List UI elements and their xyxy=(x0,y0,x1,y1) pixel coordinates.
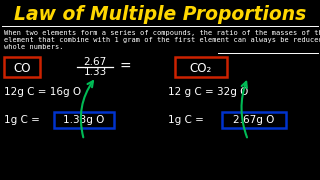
Text: 1.33g O: 1.33g O xyxy=(63,115,105,125)
Text: 12 g C = 32g O: 12 g C = 32g O xyxy=(168,87,248,97)
Text: 2.67g O: 2.67g O xyxy=(233,115,275,125)
Text: element that combine with 1 gram of the first element can always be reduced to s: element that combine with 1 gram of the … xyxy=(4,37,320,43)
Text: Law of Multiple Proportions: Law of Multiple Proportions xyxy=(14,4,306,24)
Text: 1g C =: 1g C = xyxy=(4,115,40,125)
Text: CO: CO xyxy=(13,62,31,75)
Bar xyxy=(4,57,40,77)
Text: 1.33: 1.33 xyxy=(84,67,107,77)
Text: 1g C =: 1g C = xyxy=(168,115,204,125)
Text: When two elements form a series of compounds, the ratio of the masses of the 2nd: When two elements form a series of compo… xyxy=(4,30,320,36)
Bar xyxy=(222,112,286,128)
Text: 12g C = 16g O: 12g C = 16g O xyxy=(4,87,81,97)
Text: =: = xyxy=(119,60,131,74)
Bar xyxy=(175,57,227,77)
Bar xyxy=(54,112,114,128)
Text: 2.67: 2.67 xyxy=(84,57,107,67)
Text: whole numbers.: whole numbers. xyxy=(4,44,63,50)
Text: CO₂: CO₂ xyxy=(190,62,212,75)
